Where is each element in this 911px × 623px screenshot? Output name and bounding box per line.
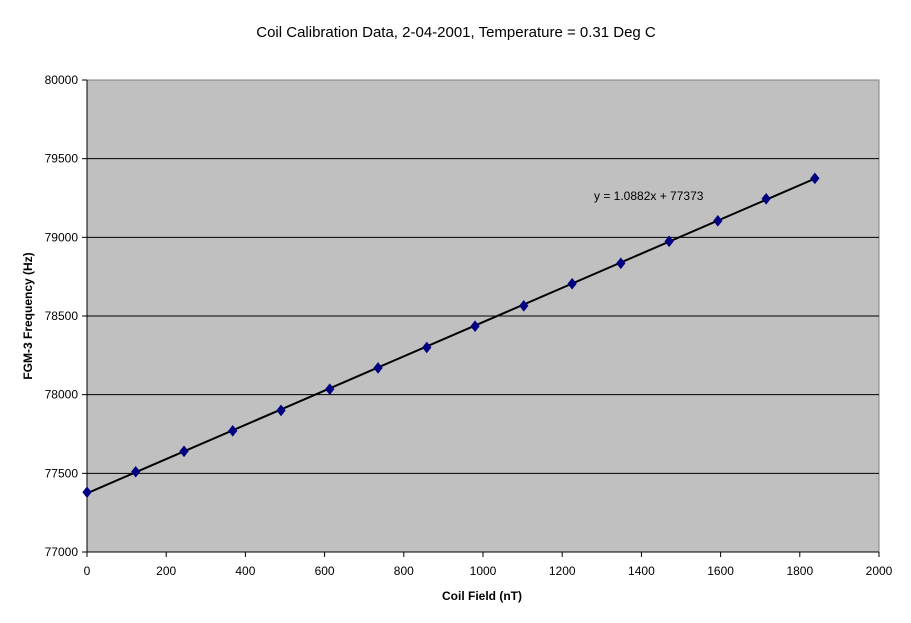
tick-labels: 77000 77500 78000 78500 79000 79500 80000 0 200 4… <box>45 73 893 578</box>
y-tick-label-4: 79000 <box>45 230 79 244</box>
y-tick-label-5: 79500 <box>45 152 79 166</box>
y-axis-label: FGM-3 Frequency (Hz) <box>21 252 35 379</box>
axes <box>82 79 880 557</box>
x-tick-label-5: 1000 <box>470 564 497 578</box>
data-point-10 <box>567 277 577 290</box>
data-point-4 <box>276 404 286 417</box>
chart-title: Coil Calibration Data, 2-04-2001, Temper… <box>256 24 656 41</box>
y-tick-label-0: 77000 <box>45 545 79 559</box>
y-tick-label-6: 80000 <box>45 73 79 87</box>
x-tick-label-0: 0 <box>84 564 91 578</box>
data-point-2 <box>179 445 189 458</box>
data-point-15 <box>810 172 820 185</box>
y-tick-label-2: 78000 <box>45 388 79 402</box>
x-tick-label-4: 800 <box>394 564 414 578</box>
data-point-0 <box>82 486 92 499</box>
data-point-11 <box>616 257 626 270</box>
data-point-3 <box>228 425 238 437</box>
x-tick-label-6: 1200 <box>549 564 576 578</box>
y-tick-label-3: 78500 <box>45 309 79 323</box>
data-points <box>82 172 820 499</box>
data-point-6 <box>373 362 383 374</box>
grid-lines <box>87 158 879 474</box>
data-point-13 <box>713 215 723 227</box>
x-tick-label-2: 400 <box>235 564 255 578</box>
x-tick-label-3: 600 <box>315 564 335 578</box>
trendline-layer <box>86 177 816 495</box>
x-tick-label-10: 2000 <box>866 564 893 578</box>
data-point-8 <box>470 320 480 333</box>
data-point-14 <box>761 192 771 205</box>
y-tick-label-1: 77500 <box>45 466 79 480</box>
data-point-5 <box>325 383 335 395</box>
trendline <box>86 177 816 495</box>
data-point-12 <box>664 235 674 248</box>
x-tick-label-1: 200 <box>156 564 176 578</box>
x-axis-label: Coil Field (nT) <box>442 589 522 603</box>
x-tick-label-9: 1800 <box>786 564 813 578</box>
data-point-1 <box>131 465 141 478</box>
trendline-equation: y = 1.0882x + 77373 <box>594 189 704 203</box>
x-tick-label-7: 1400 <box>628 564 655 578</box>
data-point-7 <box>422 341 432 354</box>
data-point-9 <box>519 299 529 312</box>
x-tick-label-8: 1600 <box>707 564 734 578</box>
